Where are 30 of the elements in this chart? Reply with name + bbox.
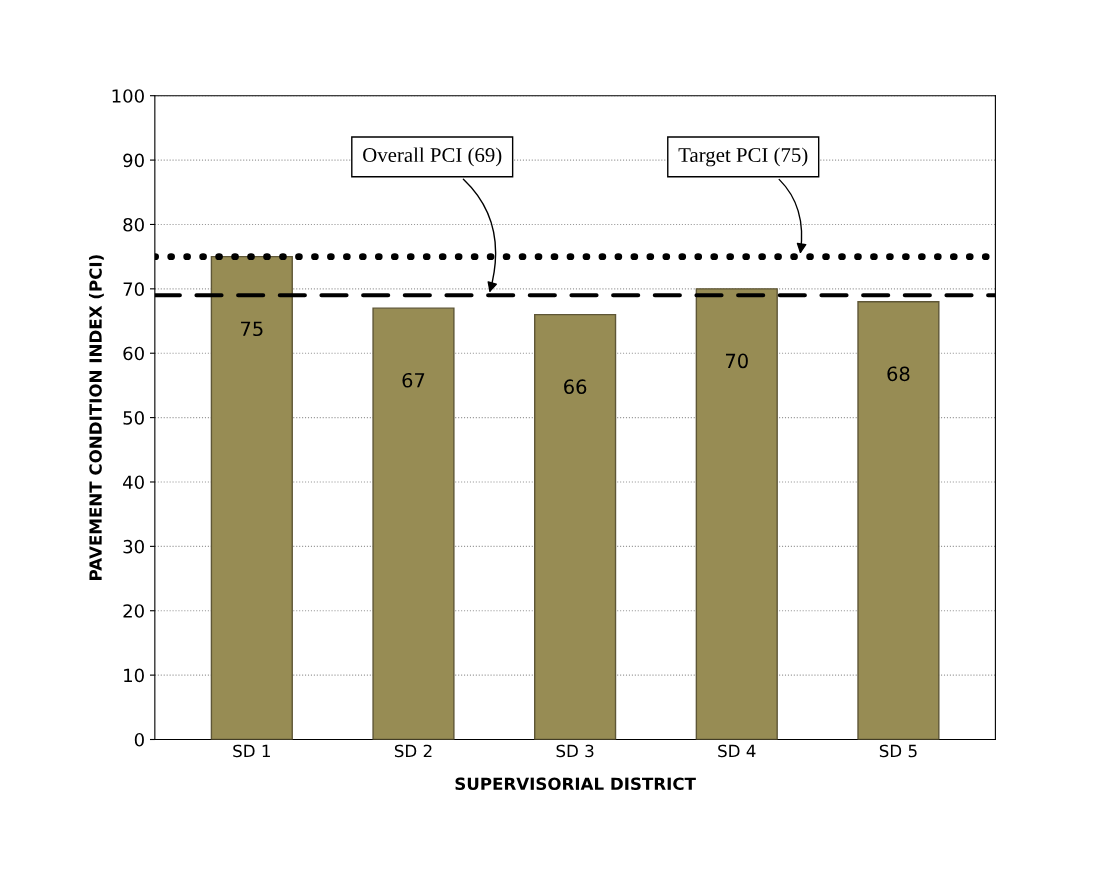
x-tick-label: SD 3	[556, 744, 594, 758]
ref-line-label: Overall PCI (69)	[363, 147, 502, 167]
y-tick-label: 20	[123, 604, 144, 618]
y-tick-label: 90	[123, 153, 144, 168]
bar	[857, 301, 940, 740]
y-tick-label: 40	[123, 475, 144, 490]
data-label: 68	[887, 366, 910, 382]
y-tick-label: 50	[123, 411, 144, 425]
bar	[534, 313, 617, 740]
data-label: 67	[402, 372, 425, 388]
y-tick-label: 0	[134, 732, 144, 747]
x-tick-label: SD 1	[233, 744, 270, 758]
y-tick-label: 60	[123, 346, 144, 361]
data-label: 66	[564, 379, 587, 395]
y-axis-title: PAVEMENT CONDITION INDEX (PCI)	[88, 255, 104, 580]
data-label: 75	[241, 321, 263, 337]
y-tick-label: 100	[112, 89, 144, 103]
y-tick-label: 80	[123, 217, 144, 232]
bar	[210, 255, 293, 740]
x-axis-title: SUPERVISORIAL DISTRICT	[455, 777, 696, 791]
y-tick-label: 30	[123, 539, 144, 554]
bar	[695, 288, 778, 740]
x-tick-label: SD 4	[718, 744, 756, 758]
y-tick-label: 70	[123, 282, 144, 296]
data-label: 70	[725, 353, 748, 369]
y-tick-label: 10	[124, 668, 144, 683]
x-tick-label: SD 2	[394, 744, 432, 758]
x-tick-label: SD 5	[879, 744, 917, 758]
bar	[372, 307, 455, 740]
ref-line-label: Target PCI (75)	[678, 147, 808, 167]
